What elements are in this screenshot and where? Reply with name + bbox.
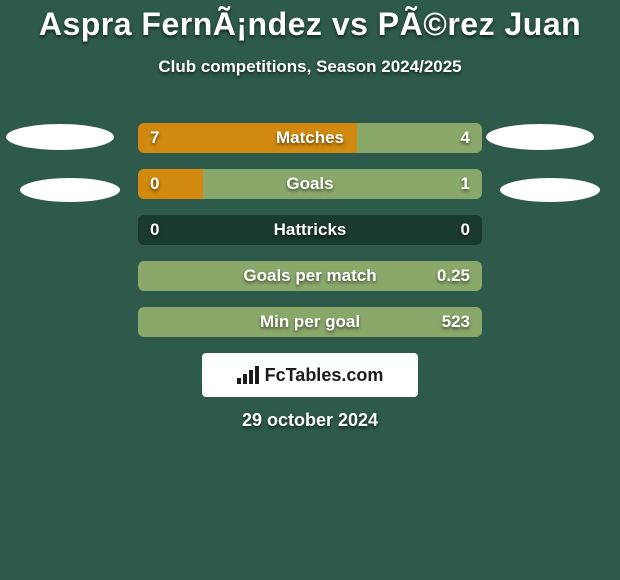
stat-row: 0 Goals 1 [138,169,482,199]
stat-row: Min per goal 523 [138,307,482,337]
barchart-icon [237,366,259,384]
stat-value-left: 7 [150,128,159,148]
page-title: Aspra FernÃ¡ndez vs PÃ©rez Juan [0,0,620,43]
stat-value-right: 0 [461,220,470,240]
stat-label: Goals [286,174,333,194]
stat-value-right: 523 [442,312,470,332]
stat-row: Goals per match 0.25 [138,261,482,291]
decorative-ellipse [500,178,600,202]
stat-value-right: 0.25 [437,266,470,286]
source-chip-label: FcTables.com [265,365,384,386]
decorative-ellipse [20,178,120,202]
stat-bar-left [138,169,203,199]
stat-label: Matches [276,128,344,148]
subtitle: Club competitions, Season 2024/2025 [0,57,620,77]
source-chip: FcTables.com [202,353,418,397]
decorative-ellipse [6,124,114,150]
stat-label: Hattricks [274,220,347,240]
date-label: 29 october 2024 [242,410,378,431]
stat-bars: 7 Matches 4 0 Goals 1 0 Hattricks 0 Goals per mat… [138,123,482,353]
stat-bar-right [203,169,482,199]
stat-value-left: 0 [150,220,159,240]
stat-row: 7 Matches 4 [138,123,482,153]
stat-label: Goals per match [243,266,376,286]
stat-value-right: 4 [461,128,470,148]
stat-label: Min per goal [260,312,360,332]
stat-value-right: 1 [461,174,470,194]
stat-value-left: 0 [150,174,159,194]
comparison-infographic: Aspra FernÃ¡ndez vs PÃ©rez Juan Club com… [0,0,620,580]
stat-row: 0 Hattricks 0 [138,215,482,245]
decorative-ellipse [486,124,594,150]
